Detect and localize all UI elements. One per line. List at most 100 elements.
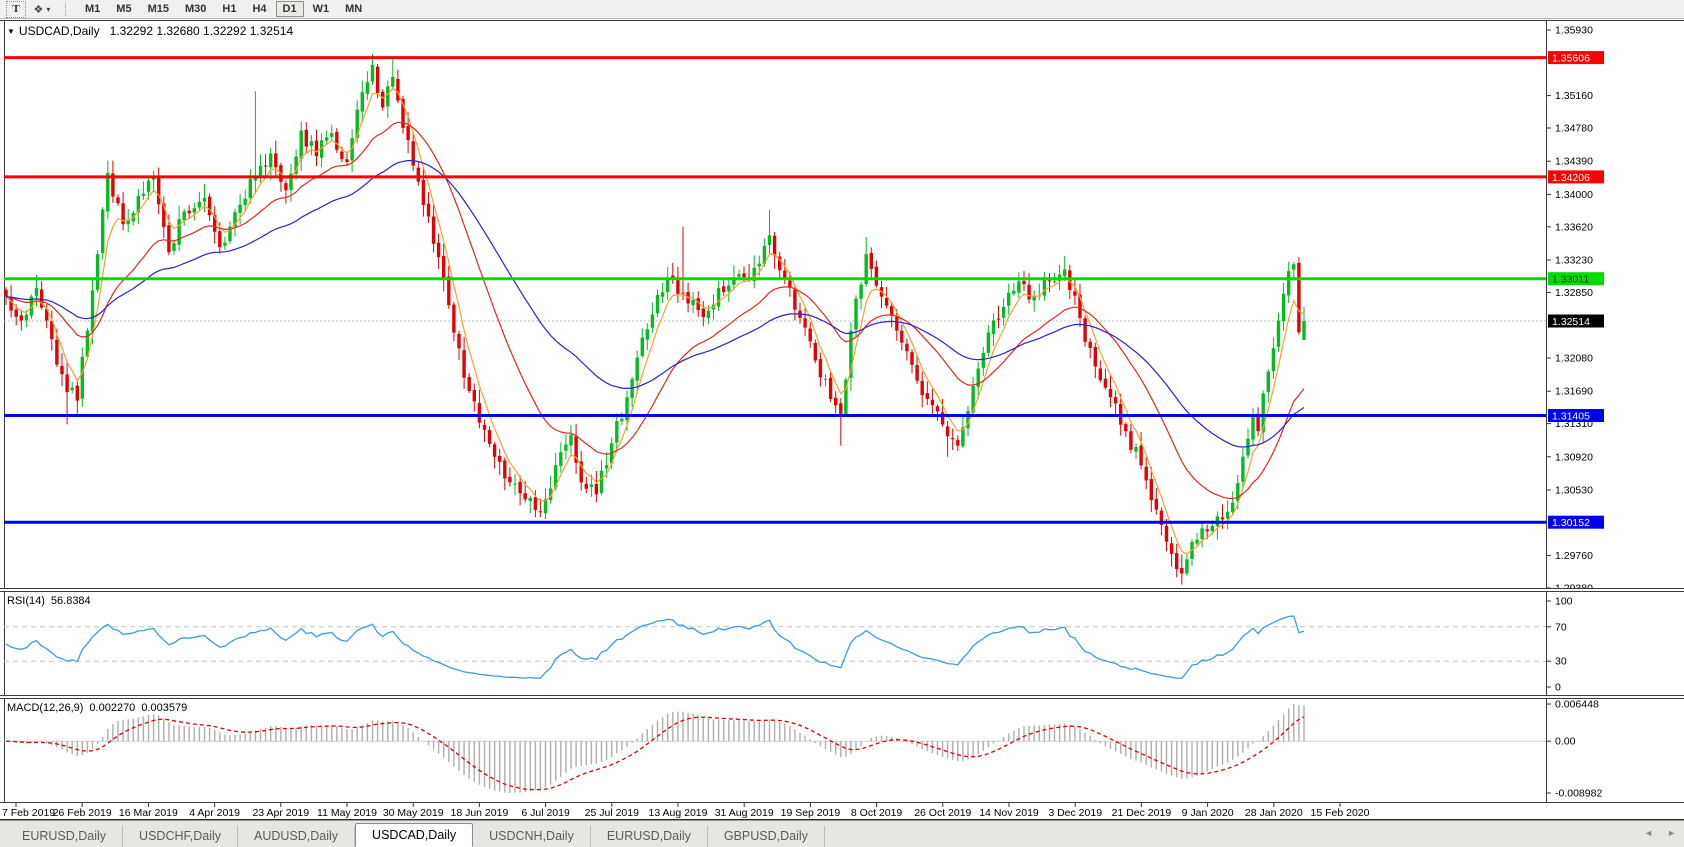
macd-svg: 0.006448 0.00 -0.008982 [4,699,1602,802]
macd-panel[interactable]: MACD(12,26,9) 0.002270 0.003579 0.006448 0.… [0,698,1684,803]
svg-text:11 May 2019: 11 May 2019 [317,807,377,819]
chevron-down-icon: ▾ [46,4,51,14]
svg-text:1.35930: 1.35930 [1555,25,1593,37]
svg-text:1.30152: 1.30152 [1552,517,1590,529]
timeframe-button-m30[interactable]: M30 [184,3,207,15]
chart-tab-1-usdchf[interactable]: USDCHF,Daily [123,826,238,847]
svg-text:1.29760: 1.29760 [1555,550,1593,562]
svg-text:0.006448: 0.006448 [1555,699,1599,711]
rsi-canvas[interactable]: 100 70 30 0 [0,592,1684,695]
text-tool-button[interactable]: T [6,0,26,18]
rsi-current-value: 56.8384 [50,595,91,607]
price-axis-level-labels: 1.35606 1.34206 1.33011 1.31405 1.30152 1.325… [1548,51,1604,529]
svg-text:1.34206: 1.34206 [1552,172,1590,184]
svg-text:3 Dec 2019: 3 Dec 2019 [1048,807,1102,819]
chart-tab-6-gbpusd[interactable]: GBPUSD,Daily [708,826,825,847]
svg-text:8 Oct 2019: 8 Oct 2019 [851,807,903,819]
chart-tabs: EURUSD,Daily USDCHF,Daily AUDUSD,Daily USDC… [6,823,825,847]
svg-text:14 Nov 2019: 14 Nov 2019 [979,807,1039,819]
svg-text:1.35606: 1.35606 [1552,53,1590,65]
price-axis: 1.35930 1.35160 1.34780 1.34390 1.34000 1.336… [1546,25,1593,589]
chart-title: ▼ USDCAD,Daily 1.32292 1.32680 1.32292 1.3… [7,24,293,38]
svg-text:1.31405: 1.31405 [1552,411,1590,423]
svg-text:13 Aug 2019: 13 Aug 2019 [649,807,708,819]
main-chart-canvas[interactable]: 1.35930 1.35160 1.34780 1.34390 1.34000 1.336… [0,21,1684,588]
svg-text:1.30920: 1.30920 [1555,451,1593,463]
tab-scroll-right-icon[interactable]: ► [1667,828,1676,838]
svg-text:1.29380: 1.29380 [1555,583,1593,589]
timeframe-button-w1[interactable]: W1 [312,3,330,15]
shapes-icon: ❖ [33,3,44,16]
chart-ohlc-values: 1.32292 1.32680 1.32292 1.32514 [109,24,294,38]
ma-slow-line [5,159,1305,448]
svg-text:15 Feb 2020: 15 Feb 2020 [1311,807,1370,819]
top-toolbar: T ❖ ▾ M1 M5 M15 M30 H1 H4 D1 W1 MN [0,0,1684,19]
svg-text:1.33011: 1.33011 [1552,274,1589,286]
support-resistance-lines[interactable] [4,56,1546,524]
svg-text:1.31690: 1.31690 [1555,386,1593,398]
svg-text:1.33620: 1.33620 [1555,221,1593,233]
svg-text:28 Jan 2020: 28 Jan 2020 [1245,807,1303,819]
svg-text:30 May 2019: 30 May 2019 [383,807,444,819]
timeframe-button-mn[interactable]: MN [345,3,363,15]
svg-text:31 Aug 2019: 31 Aug 2019 [715,807,774,819]
collapse-triangle-icon[interactable]: ▼ [7,27,15,36]
macd-name: MACD(12,26,9) [7,702,84,714]
svg-text:26 Feb 2019: 26 Feb 2019 [53,807,112,819]
main-chart-panel[interactable]: ▼ USDCAD,Daily 1.32292 1.32680 1.32292 1.3… [0,20,1684,589]
macd-signal-line [5,716,1305,791]
svg-text:100: 100 [1555,596,1573,608]
rsi-name: RSI(14) [7,595,45,607]
chart-tab-3-usdcad[interactable]: USDCAD,Daily [355,823,474,847]
timeframe-button-h1[interactable]: H1 [222,3,237,15]
timeframe-button-h4[interactable]: H4 [252,3,267,15]
chart-symbol: USDCAD,Daily [18,24,100,38]
current-price-label [1548,314,1604,328]
svg-text:1.32080: 1.32080 [1555,353,1593,365]
svg-text:-0.008982: -0.008982 [1555,788,1602,800]
macd-histogram [10,704,1305,793]
chart-tab-0-eurusd[interactable]: EURUSD,Daily [6,826,124,847]
svg-text:1.33230: 1.33230 [1555,255,1593,267]
macd-signal-value: 0.003579 [141,702,188,714]
svg-text:0: 0 [1555,682,1561,694]
date-axis[interactable]: 7 Feb 2019 26 Feb 2019 16 Mar 2019 4 Apr 20… [0,803,1684,820]
svg-text:16 Mar 2019: 16 Mar 2019 [119,807,178,819]
macd-line-value: 0.002270 [89,702,136,714]
svg-text:1.35160: 1.35160 [1555,90,1593,102]
timeframe-button-m5[interactable]: M5 [116,3,132,15]
svg-text:4 Apr 2019: 4 Apr 2019 [189,807,240,819]
rsi-label: RSI(14) 56.8384 [7,595,97,607]
rsi-line [5,615,1305,679]
timeframe-button-group: M1 M5 M15 M30 H1 H4 D1 W1 MN [77,1,370,17]
svg-text:9 Jan 2020: 9 Jan 2020 [1182,807,1234,819]
ma-fast-line [5,87,1305,555]
svg-text:1.34000: 1.34000 [1555,189,1593,201]
macd-label: MACD(12,26,9) 0.002270 0.003579 [7,702,193,714]
svg-text:21 Dec 2019: 21 Dec 2019 [1112,807,1172,819]
timeframe-button-m1[interactable]: M1 [85,3,101,15]
rsi-svg: 100 70 30 0 [4,592,1573,695]
svg-text:1.34780: 1.34780 [1555,123,1593,135]
svg-text:19 Sep 2019: 19 Sep 2019 [781,807,841,819]
chart-tab-2-audusd[interactable]: AUDUSD,Daily [238,826,356,847]
rsi-panel[interactable]: RSI(14) 56.8384 100 70 30 0 [0,591,1684,696]
timeframe-button-d1[interactable]: D1 [275,1,304,17]
candlesticks [4,53,1306,585]
svg-text:1.34390: 1.34390 [1555,156,1593,168]
macd-canvas[interactable]: 0.006448 0.00 -0.008982 [0,699,1684,802]
svg-text:1.32514: 1.32514 [1552,316,1590,328]
chart-tab-5-eurusd[interactable]: EURUSD,Daily [591,826,708,847]
macd-axis: 0.006448 0.00 -0.008982 [1546,699,1602,800]
svg-text:18 Jun 2019: 18 Jun 2019 [450,807,508,819]
chart-tab-4-usdcnh[interactable]: USDCNH,Daily [473,826,591,847]
timeframe-button-m15[interactable]: M15 [147,3,169,15]
main-chart-svg: 1.35930 1.35160 1.34780 1.34390 1.34000 1.336… [4,21,1604,589]
svg-text:1.32850: 1.32850 [1555,287,1593,299]
shapes-tool-button[interactable]: ❖ ▾ [28,1,56,18]
toolbar-grip [65,2,70,16]
tab-scroll-left-icon[interactable]: ◄ [1644,828,1654,838]
